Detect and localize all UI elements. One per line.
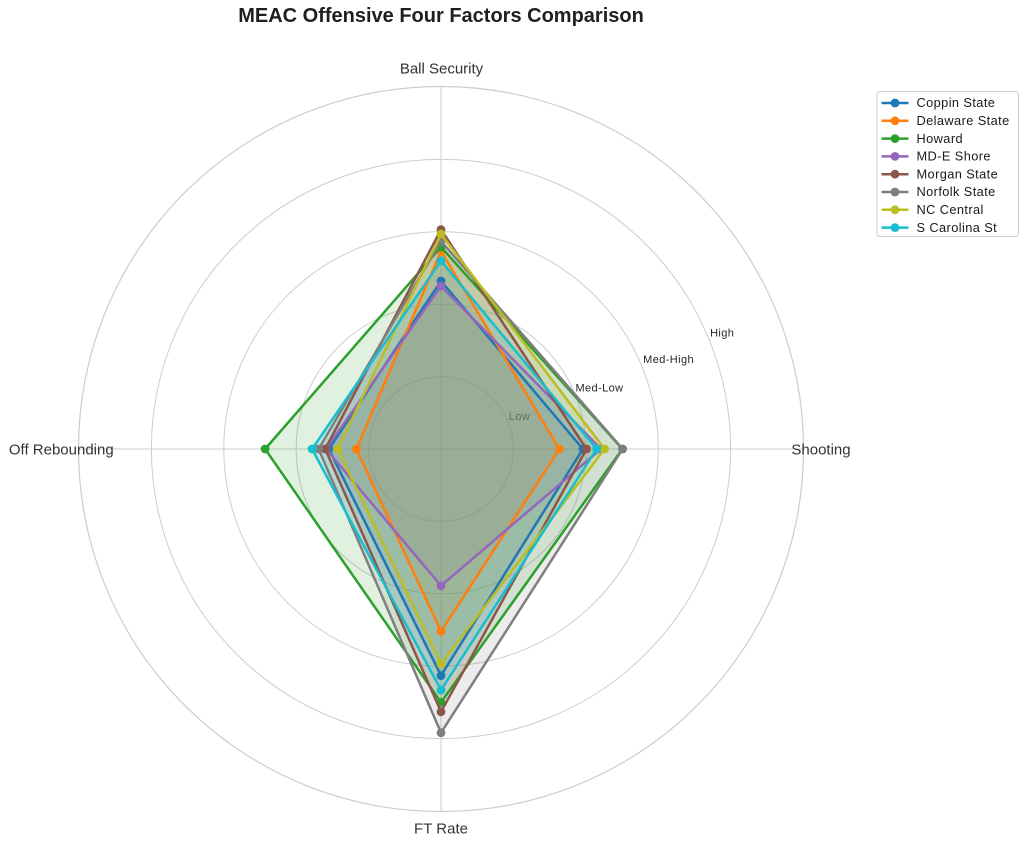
svg-text:Norfolk State: Norfolk State <box>917 184 996 199</box>
svg-text:Med-Low: Med-Low <box>575 382 623 394</box>
svg-text:Coppin State: Coppin State <box>917 95 996 110</box>
svg-text:MD-E Shore: MD-E Shore <box>917 149 991 164</box>
svg-text:NC Central: NC Central <box>917 202 984 217</box>
svg-text:High: High <box>710 328 734 340</box>
svg-text:MEAC Offensive Four Factors Co: MEAC Offensive Four Factors Comparison <box>238 5 644 27</box>
svg-text:Off Rebounding: Off Rebounding <box>9 441 114 458</box>
svg-text:Shooting: Shooting <box>791 441 850 458</box>
svg-text:Med-High: Med-High <box>643 354 694 366</box>
svg-text:Ball Security: Ball Security <box>400 61 484 78</box>
svg-text:Delaware State: Delaware State <box>917 113 1010 128</box>
svg-text:Howard: Howard <box>917 131 964 146</box>
svg-text:Low: Low <box>509 411 530 423</box>
svg-text:Morgan State: Morgan State <box>917 166 999 181</box>
svg-text:S Carolina St: S Carolina St <box>917 220 998 235</box>
svg-text:FT Rate: FT Rate <box>414 821 468 838</box>
